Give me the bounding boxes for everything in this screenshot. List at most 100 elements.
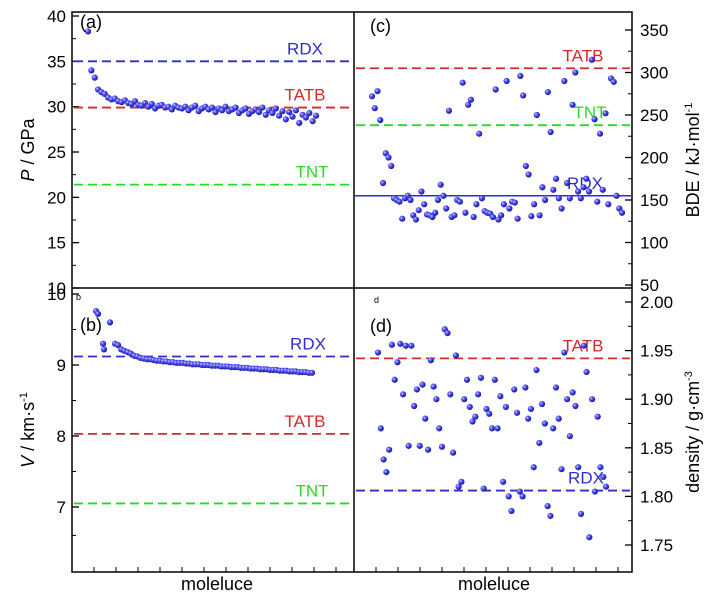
data-point-d [594, 413, 601, 420]
data-point-d [474, 391, 482, 398]
data-point-c [500, 201, 507, 208]
data-point-d [469, 418, 476, 425]
panel-a: 10 15 20 25 30 35 40 RDX TATB TNT (a) P / GPa [18, 7, 352, 298]
data-point-c [377, 117, 384, 124]
data-point-d [374, 349, 382, 356]
data-point-a [242, 105, 249, 112]
data-point-d [505, 493, 512, 500]
data-point-d [547, 512, 554, 519]
data-point-c [602, 110, 609, 117]
ref-label-TATB-c: TATB [563, 46, 604, 65]
data-point-b [94, 310, 102, 317]
data-point-c [470, 213, 477, 221]
data-point-c [522, 162, 529, 170]
data-point-c [432, 209, 439, 216]
data-point-a [306, 109, 313, 117]
data-point-a [148, 100, 155, 108]
data-point-c [456, 198, 464, 205]
y-tick-label-a: 35 [47, 52, 66, 71]
data-point-a [309, 118, 316, 125]
y-tick-label-d: 1.85 [640, 439, 673, 458]
panel-label-a: (a) [80, 12, 102, 32]
data-point-d [422, 415, 429, 422]
x-axis-label-right: moleluce [458, 574, 530, 594]
data-point-a [208, 104, 216, 111]
data-point-c [541, 196, 549, 204]
data-point-d [497, 393, 504, 400]
data-point-a [255, 109, 263, 116]
data-point-d [580, 342, 587, 349]
y-axis-label-c: BDE / kJ·mol-1 [683, 103, 703, 218]
y-axis-label-a: P / GPa [18, 117, 38, 181]
data-point-a [276, 112, 283, 119]
data-point-d [577, 510, 585, 517]
data-point-d [555, 415, 562, 422]
data-point-d [399, 391, 407, 398]
data-point-c [421, 201, 428, 208]
data-point-d [491, 376, 498, 383]
y-axis-label-b: V / km·s-1 [18, 392, 38, 468]
data-point-c [399, 215, 406, 222]
data-point-c [519, 92, 527, 99]
data-point-c [585, 188, 593, 195]
y-tick-label-c: 150 [640, 191, 668, 210]
data-point-a [282, 116, 289, 123]
data-point-a [312, 112, 320, 119]
data-point-c [451, 212, 458, 219]
ref-label-RDX-d: RDX [568, 469, 604, 488]
data-point-d [416, 442, 423, 449]
data-point-c [473, 201, 480, 208]
data-point-d [483, 405, 490, 413]
y-tick-label-a: 40 [47, 7, 66, 26]
panel-label-b: (b) [80, 315, 102, 335]
data-point-d [558, 466, 565, 473]
y-tick-label-d: 1.90 [640, 390, 673, 409]
y-tick-label-a: 15 [47, 234, 66, 253]
data-point-c [533, 111, 540, 119]
ref-label-RDX-b: RDX [290, 334, 326, 353]
data-point-c [555, 195, 562, 202]
ref-label-TNT-c: TNT [573, 103, 606, 122]
data-point-d [452, 352, 459, 359]
y-tick-label-c: 350 [640, 21, 668, 40]
data-point-d [447, 391, 454, 398]
data-point-c [599, 186, 606, 193]
data-point-c [566, 195, 573, 202]
data-point-c [569, 101, 576, 108]
data-point-d [550, 425, 557, 432]
data-point-c [476, 130, 483, 137]
data-point-c [489, 213, 496, 221]
data-point-c [467, 96, 475, 103]
y-axis-label-d: density / g·cm-3 [683, 371, 703, 493]
data-point-c [418, 188, 425, 195]
data-point-c [539, 184, 546, 191]
outer-frame [71, 11, 633, 573]
data-point-a [279, 108, 286, 115]
data-point-c [605, 201, 612, 208]
data-point-c [514, 215, 521, 222]
data-point-c [503, 77, 510, 85]
data-point-d [527, 405, 535, 413]
data-point-a [88, 67, 95, 74]
data-point-d [541, 420, 548, 427]
data-point-c [415, 207, 422, 214]
data-point-c [412, 216, 420, 223]
ref-label-TATB-a: TATB [285, 86, 326, 105]
data-point-c [550, 186, 557, 193]
data-point-d [480, 485, 487, 492]
data-point-d [486, 410, 493, 417]
data-point-d [388, 341, 396, 348]
data-point-c [563, 179, 571, 187]
data-point-d [397, 340, 404, 347]
data-point-c [561, 77, 568, 85]
data-point-d [427, 357, 434, 364]
data-point-d [436, 425, 443, 432]
data-point-a [269, 109, 276, 117]
data-point-d [511, 386, 518, 393]
data-point-d [413, 386, 421, 393]
data-point-d [597, 464, 604, 471]
data-point-c [536, 212, 543, 219]
data-point-c [583, 175, 590, 182]
data-point-c [371, 105, 378, 112]
y-tick-label-d: 1.75 [640, 536, 673, 555]
